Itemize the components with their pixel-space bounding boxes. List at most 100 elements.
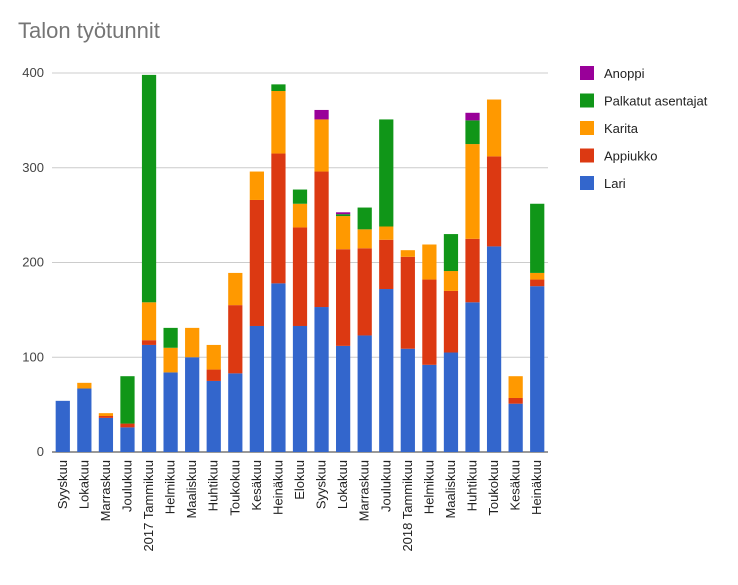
x-tick-label: Heinäkuu [270,460,285,515]
bar-segment [292,189,308,204]
bar-segment [271,84,286,92]
x-tick-label: Lokakuu [76,460,91,509]
x-tick-label: Toukokuu [227,460,242,516]
legend-label: Appiukko [604,149,657,164]
x-tick-label: Joulukuu [119,460,134,512]
bar-segment [400,250,415,257]
bar-segment [206,380,221,452]
bar-segment [228,305,243,374]
bar-segment [271,153,286,284]
bar-segment [77,388,92,452]
bar-segment [77,382,92,389]
bar-segment [465,144,480,239]
bar-segment [271,283,286,452]
bar-segment [292,203,308,228]
bar-segment [336,216,351,250]
x-tick-label: Syyskuu [55,460,70,509]
bar-segment [228,373,243,452]
bar-segment [206,344,221,370]
bar-segment [185,357,200,452]
bar-segment [530,272,545,280]
bar-segment [486,99,502,157]
bar-segment [465,302,480,452]
x-tick-label: Toukokuu [486,460,501,516]
bar-segment [465,120,480,145]
legend: Anoppi Palkatut asentajat Karita Appiukko La… [580,66,708,191]
x-tick-label: Helmikuu [421,460,436,514]
bar-segment [271,91,286,154]
bar-segment [357,248,372,336]
x-tick-label: 2017 Tammikuu [141,460,156,552]
y-axis-ticks: 0 100 200 300 400 [22,65,44,459]
x-tick-label: Lokakuu [335,460,350,509]
bar-segment [357,207,372,230]
bar-segment [141,340,157,345]
y-tick-label: 0 [37,444,44,459]
bar-segment [336,212,351,215]
x-tick-label: Elokuu [292,460,307,500]
legend-label: Karita [604,121,639,136]
x-tick-label: Maaliskuu [443,460,458,519]
bar-segment [422,364,437,452]
bar-segment [336,345,351,452]
y-tick-label: 100 [22,349,44,364]
x-tick-label: Kesäkuu [508,460,523,511]
bar-segment [228,272,243,306]
legend-label: Lari [604,176,626,191]
bar-segment [400,256,415,349]
bar-segment [292,227,308,326]
y-tick-label: 400 [22,65,44,80]
x-tick-label: Huhtikuu [206,460,221,511]
bar-segment [249,171,264,200]
bars [55,74,545,452]
x-tick-label: 2018 Tammikuu [400,460,415,552]
bar-segment [120,423,135,428]
bar-segment [141,344,157,452]
legend-swatch [580,176,594,190]
legend-swatch [580,148,594,163]
bar-segment [141,74,157,303]
bar-segment [486,156,502,247]
bar-segment [379,226,394,240]
bar-segment [443,271,459,291]
bar-segment [336,214,351,217]
bar-segment [206,369,221,381]
bar-segment [141,302,157,341]
bar-segment [443,352,459,452]
x-tick-label: Maaliskuu [184,460,199,519]
bar-segment [443,234,459,272]
bar-segment [400,348,415,452]
legend-swatch [580,121,594,135]
bar-segment [530,203,545,273]
bar-segment [163,327,178,348]
bar-segment [163,372,178,452]
bar-segment [314,307,329,452]
legend-swatch [580,93,594,108]
bar-segment [336,249,351,346]
x-tick-label: Huhtikuu [465,460,480,511]
bar-segment [185,327,200,358]
x-tick-label: Joulukuu [378,460,393,512]
y-tick-label: 300 [22,160,44,175]
bar-segment [530,286,545,452]
bar-segment [98,417,114,452]
x-tick-label: Helmikuu [163,460,178,514]
bar-segment [443,290,459,353]
bar-segment [292,325,308,452]
bar-segment [465,112,480,121]
bar-segment [379,289,394,452]
bar-segment [314,171,329,308]
bar-segment [508,403,523,452]
x-tick-label: Heinäkuu [529,460,544,515]
legend-label: Anoppi [604,66,645,81]
bar-segment [357,335,372,452]
bar-segment [379,239,394,290]
bar-segment [120,376,135,424]
bar-segment [314,109,329,120]
bar-segment [508,376,523,398]
bar-segment [249,325,264,452]
bar-segment [530,279,545,287]
bar-segment [163,347,178,373]
bar-segment [98,415,114,418]
